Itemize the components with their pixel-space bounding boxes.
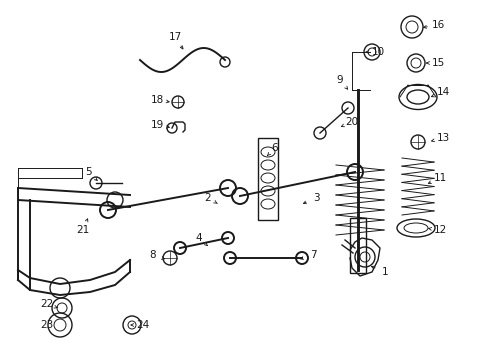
Text: 16: 16 bbox=[430, 20, 444, 30]
Text: 6: 6 bbox=[271, 143, 278, 153]
Text: 12: 12 bbox=[432, 225, 446, 235]
Text: 2: 2 bbox=[204, 193, 211, 203]
Text: 15: 15 bbox=[430, 58, 444, 68]
Text: 4: 4 bbox=[195, 233, 202, 243]
Text: 21: 21 bbox=[76, 225, 89, 235]
Text: 9: 9 bbox=[336, 75, 343, 85]
Text: 1: 1 bbox=[381, 267, 387, 277]
Text: 13: 13 bbox=[435, 133, 448, 143]
Text: 11: 11 bbox=[432, 173, 446, 183]
Bar bbox=[349, 218, 365, 273]
Text: 10: 10 bbox=[371, 47, 384, 57]
Text: 7: 7 bbox=[309, 250, 316, 260]
Text: 24: 24 bbox=[136, 320, 149, 330]
Text: 20: 20 bbox=[345, 117, 358, 127]
Text: 8: 8 bbox=[149, 250, 156, 260]
Text: 17: 17 bbox=[168, 32, 181, 42]
Text: 3: 3 bbox=[312, 193, 319, 203]
Text: 19: 19 bbox=[150, 120, 163, 130]
Text: 14: 14 bbox=[435, 87, 448, 97]
Text: 23: 23 bbox=[41, 320, 54, 330]
Text: 5: 5 bbox=[84, 167, 91, 177]
Bar bbox=[258, 138, 278, 220]
Text: 18: 18 bbox=[150, 95, 163, 105]
Text: 22: 22 bbox=[41, 299, 54, 309]
